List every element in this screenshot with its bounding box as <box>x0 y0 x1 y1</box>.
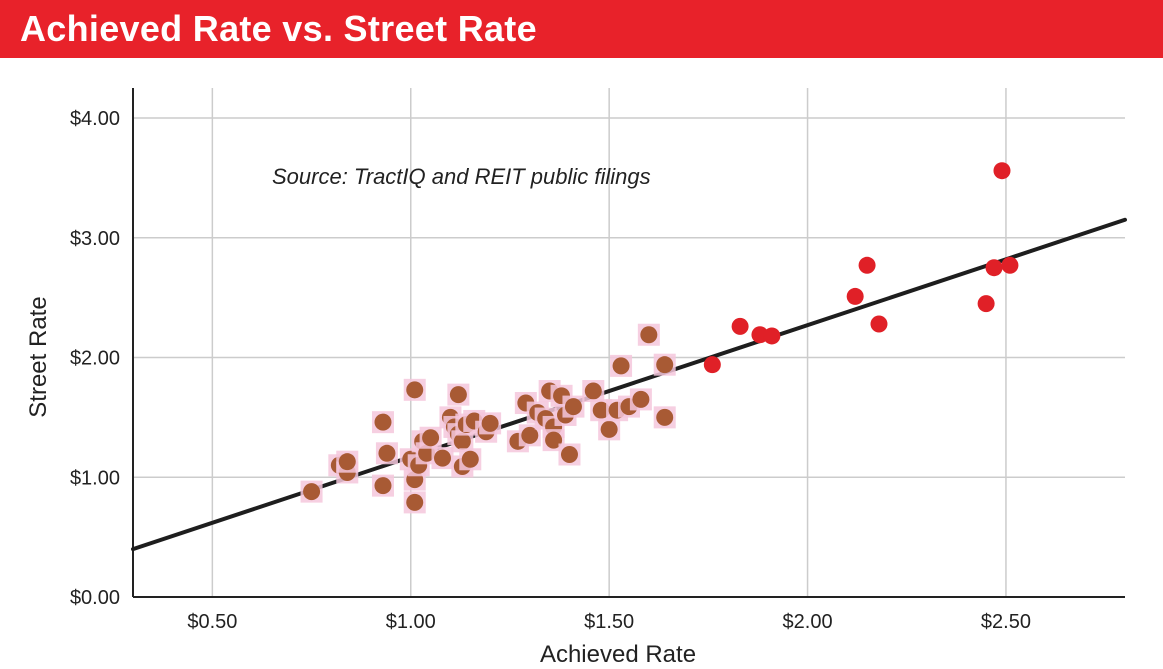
data-point <box>374 477 392 495</box>
data-point <box>846 287 864 305</box>
data-point <box>656 408 674 426</box>
data-point <box>858 256 876 274</box>
data-point <box>640 326 658 344</box>
data-point <box>378 444 396 462</box>
data-point <box>434 449 452 467</box>
data-point <box>545 431 563 449</box>
tick-labels: $0.50 $1.00 $1.50 $2.00 $2.50 $0.00 $1.00 $2.00… <box>70 108 1031 633</box>
data-point <box>481 414 499 432</box>
trendline-group <box>131 217 1127 552</box>
chart-title: Achieved Rate vs. Street Rate <box>20 8 537 49</box>
data-point <box>453 432 471 450</box>
y-axis-title: Street Rate <box>25 296 52 417</box>
data-point <box>461 450 479 468</box>
x-tick-label: $1.00 <box>386 611 436 633</box>
data-point <box>731 317 749 335</box>
trendline <box>131 217 1127 552</box>
data-point <box>338 453 356 471</box>
data-point <box>592 401 610 419</box>
data-point <box>374 413 392 431</box>
y-tick-label: $2.00 <box>70 348 120 370</box>
data-point <box>632 390 650 408</box>
source-annotation: Source: TractIQ and REIT public filings <box>272 164 651 189</box>
data-point <box>584 382 602 400</box>
data-point <box>303 483 321 501</box>
chart-header: Achieved Rate vs. Street Rate <box>0 0 1163 58</box>
data-point <box>564 398 582 416</box>
data-point <box>870 315 888 333</box>
data-point <box>521 426 539 444</box>
data-point <box>977 295 995 313</box>
data-points <box>300 162 1019 514</box>
data-point <box>406 493 424 511</box>
data-point <box>763 327 781 345</box>
data-point <box>703 356 721 374</box>
data-point <box>1001 256 1019 274</box>
x-tick-label: $0.50 <box>187 611 237 633</box>
data-point <box>656 356 674 374</box>
x-tick-label: $1.50 <box>584 611 634 633</box>
x-tick-label: $2.00 <box>783 611 833 633</box>
y-tick-label: $4.00 <box>70 108 120 130</box>
data-point <box>406 381 424 399</box>
data-point <box>993 162 1011 180</box>
data-point <box>612 357 630 375</box>
axes <box>132 88 1125 598</box>
y-tick-label: $1.00 <box>70 467 120 489</box>
y-tick-label: $0.00 <box>70 587 120 609</box>
data-point <box>422 429 440 447</box>
x-tick-label: $2.50 <box>981 611 1031 633</box>
data-point <box>600 420 618 438</box>
data-point <box>418 444 436 462</box>
data-point <box>449 386 467 404</box>
x-axis-title: Achieved Rate <box>540 641 696 668</box>
y-tick-label: $3.00 <box>70 228 120 250</box>
data-point <box>560 445 578 463</box>
data-point <box>985 259 1003 277</box>
